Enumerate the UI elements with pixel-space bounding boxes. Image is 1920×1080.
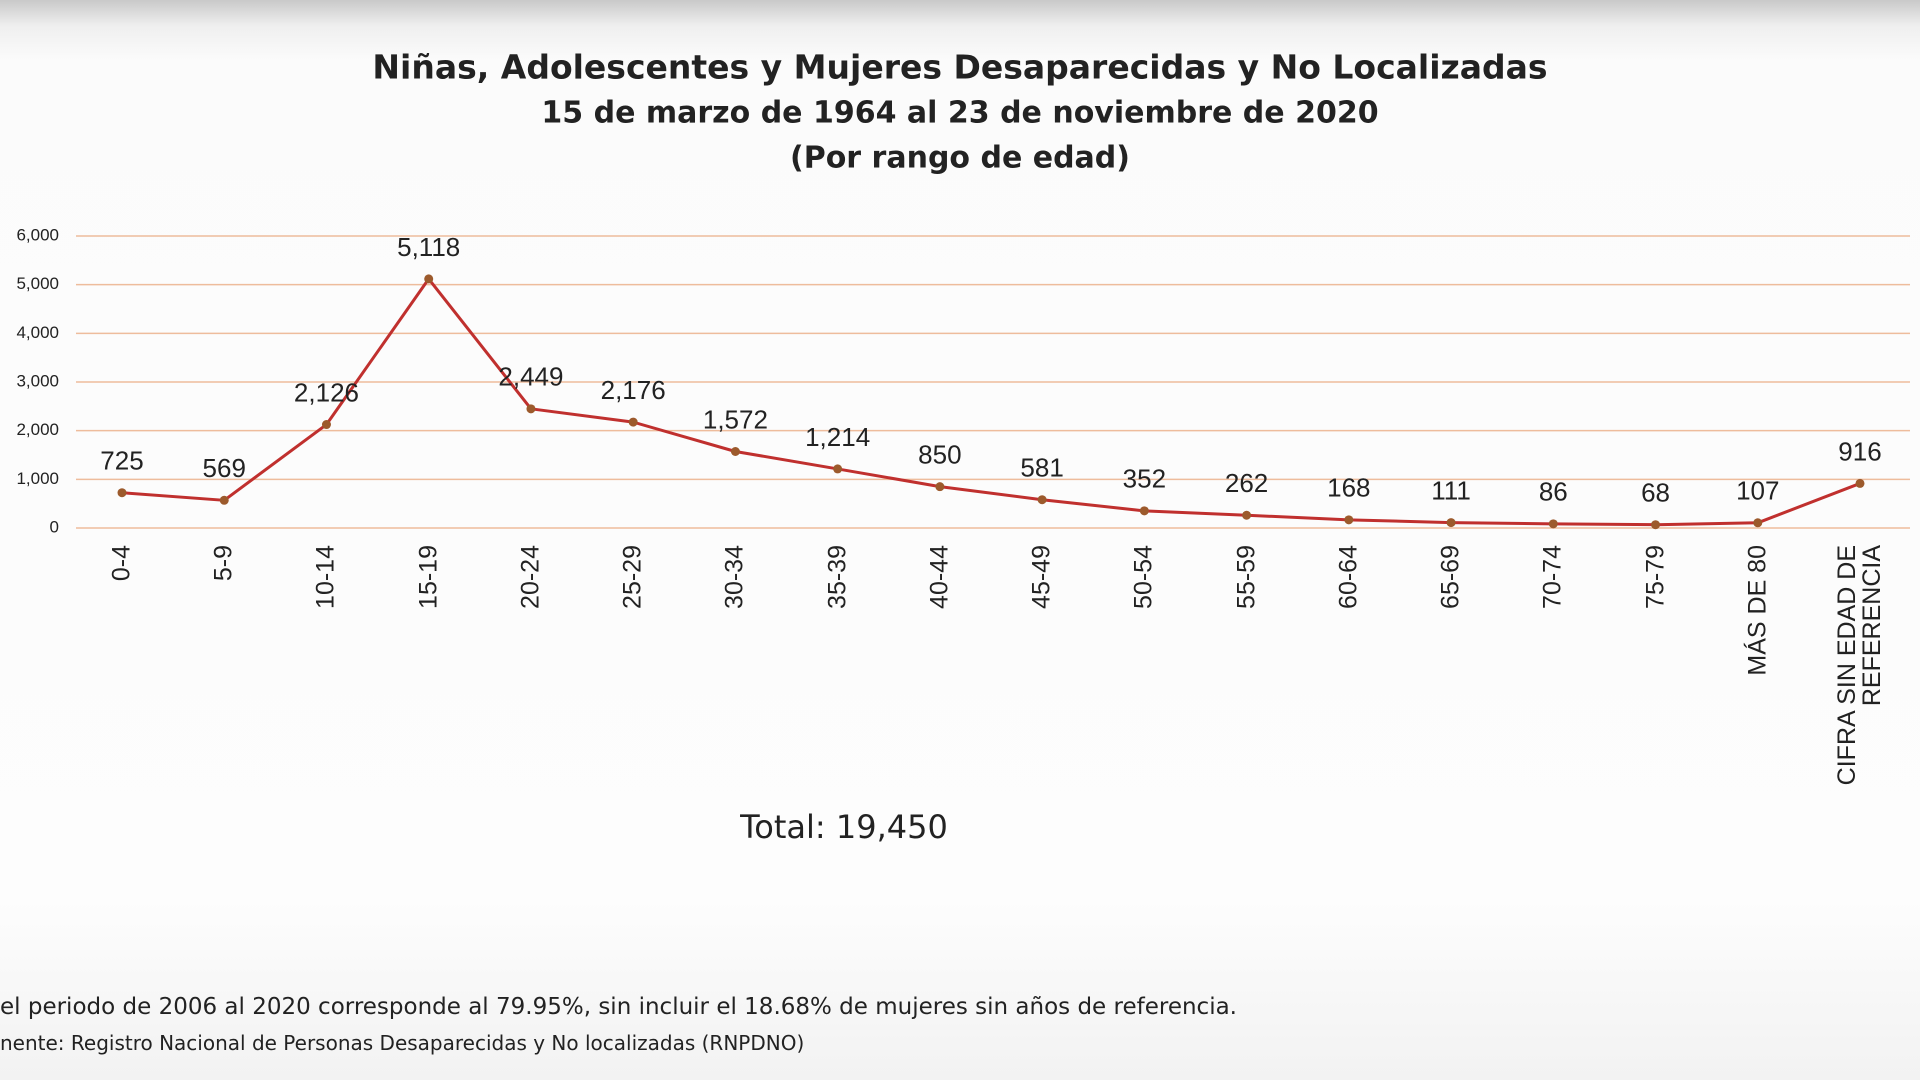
value-label: 2,449 [498, 362, 563, 392]
footnote: nente: Registro Nacional de Personas Des… [0, 1031, 805, 1055]
value-label: 2,176 [601, 375, 666, 405]
x-tick-label: 55-59 [1232, 545, 1261, 609]
value-label: 1,214 [805, 422, 870, 452]
value-label: 111 [1431, 475, 1471, 505]
value-label: 1,572 [703, 404, 768, 434]
value-label: 352 [1123, 464, 1166, 494]
value-label: 168 [1327, 473, 1370, 503]
x-tick-label: MÁS DE 80 [1743, 545, 1772, 676]
x-tick-label: 20-24 [516, 545, 545, 609]
value-label: 68 [1641, 478, 1670, 508]
value-label: 916 [1838, 436, 1881, 466]
point [730, 446, 740, 456]
point [117, 488, 127, 498]
x-tick-label: 60-64 [1334, 545, 1363, 609]
point [1753, 518, 1763, 528]
y-tick-label: 0 [50, 517, 59, 536]
point [833, 464, 843, 474]
point [935, 482, 945, 492]
y-tick-label: 3,000 [16, 371, 59, 390]
point [1037, 495, 1047, 505]
total-annotation: Total: 19,450 [739, 808, 948, 846]
x-tick-label: 15-19 [414, 545, 443, 609]
chart-subtitle: 15 de marzo de 1964 al 23 de noviembre d… [541, 96, 1378, 131]
chart-subtitle: (Por rango de edad) [790, 141, 1130, 176]
x-tick-label: 35-39 [823, 545, 852, 609]
value-label: 850 [918, 440, 961, 470]
value-label: 581 [1020, 453, 1063, 483]
point [628, 417, 638, 427]
x-tick-label: 10-14 [311, 545, 340, 609]
point [1242, 510, 1252, 520]
y-tick-label: 2,000 [16, 420, 59, 439]
x-tick-label: 25-29 [618, 545, 647, 609]
point [1855, 478, 1865, 488]
value-label: 5,118 [397, 232, 460, 262]
x-tick-label: 5-9 [209, 545, 238, 582]
x-tick-label: 70-74 [1538, 545, 1567, 609]
value-label: 2,126 [294, 377, 359, 407]
x-tick-label: 0-4 [107, 545, 136, 582]
value-label: 262 [1225, 468, 1268, 498]
line [121, 277, 1861, 527]
x-tick-label: CIFRA SIN EDAD DE REFERENCIA [1833, 545, 1886, 786]
point [1446, 518, 1456, 528]
footnote: el periodo de 2006 al 2020 corresponde a… [0, 994, 1237, 1020]
point [1139, 506, 1149, 516]
point [526, 404, 536, 414]
value-label: 569 [203, 453, 246, 483]
x-tick-label: 65-69 [1436, 545, 1465, 609]
x-tick-label: 45-49 [1027, 545, 1056, 609]
point [321, 420, 331, 430]
y-tick-label: 4,000 [16, 323, 59, 342]
point [424, 274, 434, 284]
point [1651, 520, 1661, 530]
y-tick-label: 1,000 [16, 469, 59, 488]
point [1548, 519, 1558, 529]
value-label: 725 [100, 446, 143, 476]
y-tick-label: 6,000 [16, 225, 59, 244]
chart-title: Niñas, Adolescentes y Mujeres Desapareci… [372, 48, 1547, 87]
x-tick-label: 30-34 [720, 545, 749, 609]
point [219, 495, 229, 505]
x-tick-label: 50-54 [1129, 545, 1158, 609]
point [1344, 515, 1354, 525]
value-label: 107 [1736, 476, 1779, 506]
x-tick-label: 40-44 [925, 545, 954, 609]
y-tick-label: 5,000 [16, 274, 59, 293]
value-label: 86 [1539, 477, 1568, 507]
x-tick-label: 75-79 [1641, 545, 1670, 609]
